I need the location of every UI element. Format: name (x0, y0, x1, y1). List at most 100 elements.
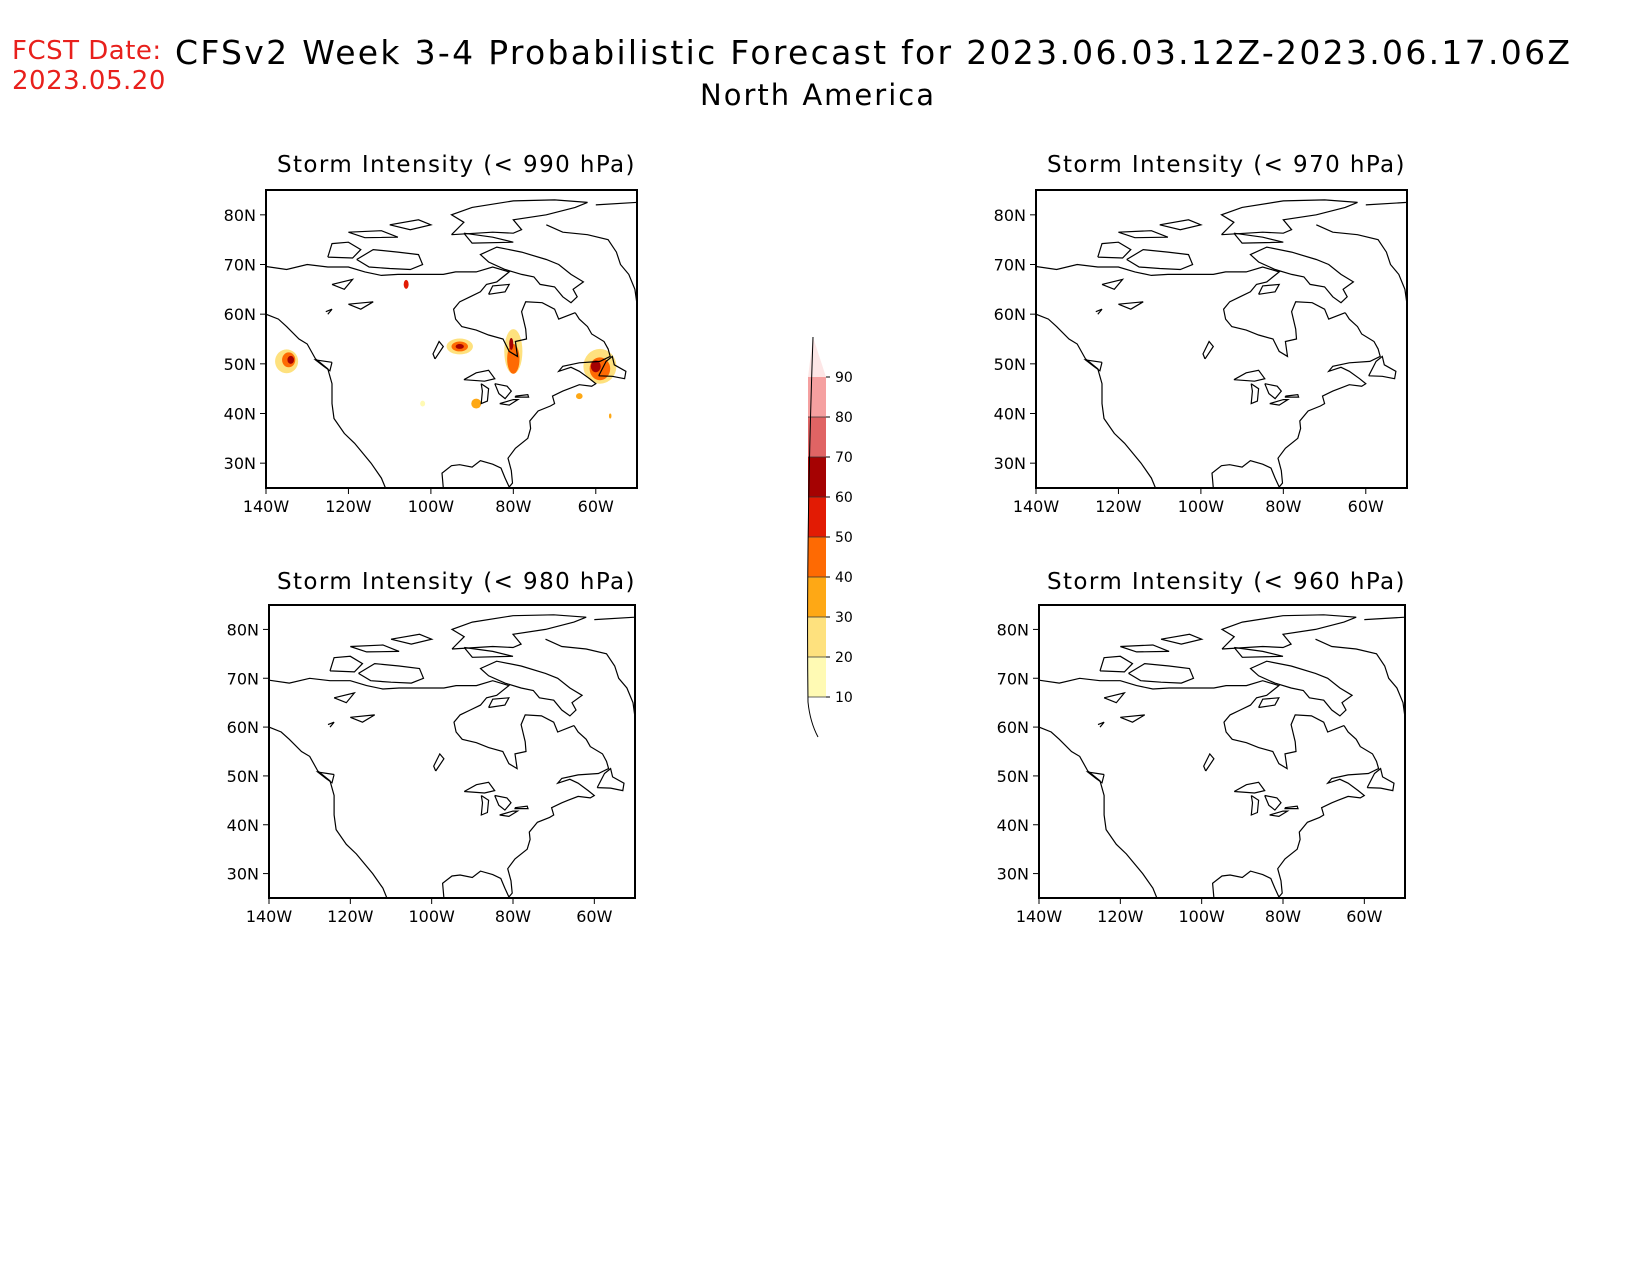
coastline (331, 278, 355, 291)
coastline (1085, 771, 1105, 784)
colorbar-label: 20 (835, 650, 853, 666)
lat-label: 80N (994, 206, 1026, 225)
coastline (1160, 633, 1204, 645)
lat-label: 60N (227, 718, 259, 737)
coastline (1120, 644, 1170, 653)
coastline (546, 224, 637, 305)
coastline (1315, 638, 1405, 718)
coastline (1101, 278, 1125, 291)
lat-label: 60N (997, 718, 1029, 737)
coastline (358, 662, 425, 684)
lat-label: 40N (994, 405, 1026, 424)
lon-label: 60W (578, 497, 614, 516)
coastline (269, 726, 388, 898)
lon-label: 80W (495, 907, 531, 926)
colorbar-segment (808, 377, 826, 417)
coastline (269, 677, 575, 770)
coastline (1249, 660, 1354, 717)
coastline (1118, 301, 1144, 310)
lon-label: 120W (327, 907, 374, 926)
colorbar-label: 80 (835, 410, 853, 426)
lon-label: 80W (495, 497, 531, 516)
lon-label: 60W (1346, 907, 1382, 926)
lat-label: 60N (224, 305, 256, 324)
coastline (1365, 195, 1407, 206)
coastline (480, 383, 490, 405)
lat-label: 40N (997, 816, 1029, 835)
lon-label: 80W (1265, 497, 1301, 516)
lat-label: 70N (997, 669, 1029, 688)
colorbar-label: 50 (835, 530, 853, 546)
coastline (356, 248, 424, 271)
coastline (1233, 232, 1284, 244)
coastline (313, 358, 333, 372)
colorbar-segment (808, 417, 826, 457)
probability-shading (608, 413, 612, 419)
map-frame (268, 604, 636, 899)
coastline (1203, 752, 1215, 772)
coastline (480, 794, 490, 816)
lon-label: 120W (325, 497, 372, 516)
lat-label: 50N (224, 355, 256, 374)
coastline (1269, 810, 1290, 818)
lat-label: 50N (994, 355, 1026, 374)
map-content-990 (266, 195, 637, 488)
coastline (499, 399, 520, 406)
map-panel-980: 80N 70N 60N 50N 40N 30N 140W 120W 100W 80W 60W (227, 604, 636, 926)
lat-label: 50N (997, 767, 1029, 786)
coastline (1099, 655, 1134, 673)
coastline (494, 794, 512, 811)
coastline (1036, 313, 1157, 488)
coastline (266, 263, 576, 358)
coastline (494, 383, 513, 400)
coastline (463, 646, 514, 658)
coastline (479, 246, 585, 304)
coastline (1159, 219, 1203, 231)
coastline (1039, 726, 1158, 898)
colorbar-outline (807, 336, 819, 738)
probability-shading (420, 400, 426, 407)
lon-label: 60W (576, 907, 612, 926)
coastline (1316, 224, 1407, 305)
coastline (1220, 199, 1358, 236)
coastline (488, 697, 510, 709)
map-content-970 (1036, 195, 1407, 488)
lat-label: 30N (227, 865, 259, 884)
coastline (433, 752, 445, 772)
map-frame (1038, 604, 1406, 899)
coastline (390, 633, 434, 645)
lon-label: 100W (1178, 907, 1225, 926)
lon-label: 80W (1265, 907, 1301, 926)
coastline (327, 241, 362, 259)
coastline (348, 301, 374, 310)
colorbar-label: 30 (835, 610, 853, 626)
region-title: North America (700, 78, 936, 112)
colorbar-label: 10 (835, 690, 853, 706)
coastline (333, 691, 357, 704)
coastline (1118, 230, 1169, 239)
colorbar-label: 40 (835, 570, 853, 586)
map-panel-970: 80N 70N 60N 50N 40N 30N 140W 120W 100W 80W 60W (994, 189, 1408, 516)
lat-label: 30N (997, 865, 1029, 884)
coastline (594, 609, 635, 621)
coastline (389, 219, 433, 231)
panel-title-960: Storm Intensity (< 960 hPa) (1047, 569, 1406, 595)
coastline (1258, 283, 1281, 295)
coastline (1103, 691, 1127, 704)
probability-shading (403, 279, 409, 289)
coastline (488, 283, 511, 295)
lon-label: 140W (246, 907, 293, 926)
coastline (514, 393, 530, 398)
coastline (350, 714, 376, 723)
coastline (327, 721, 335, 728)
panel-title-990: Storm Intensity (< 990 hPa) (277, 152, 636, 178)
lat-label: 40N (224, 405, 256, 424)
colorbar-segment (808, 457, 826, 497)
colorbar-segment (808, 617, 826, 657)
colorbar-label: 60 (835, 490, 853, 506)
coastline (1233, 781, 1266, 794)
lat-label: 30N (994, 454, 1026, 473)
coastline (463, 232, 514, 244)
lat-label: 40N (227, 816, 259, 835)
